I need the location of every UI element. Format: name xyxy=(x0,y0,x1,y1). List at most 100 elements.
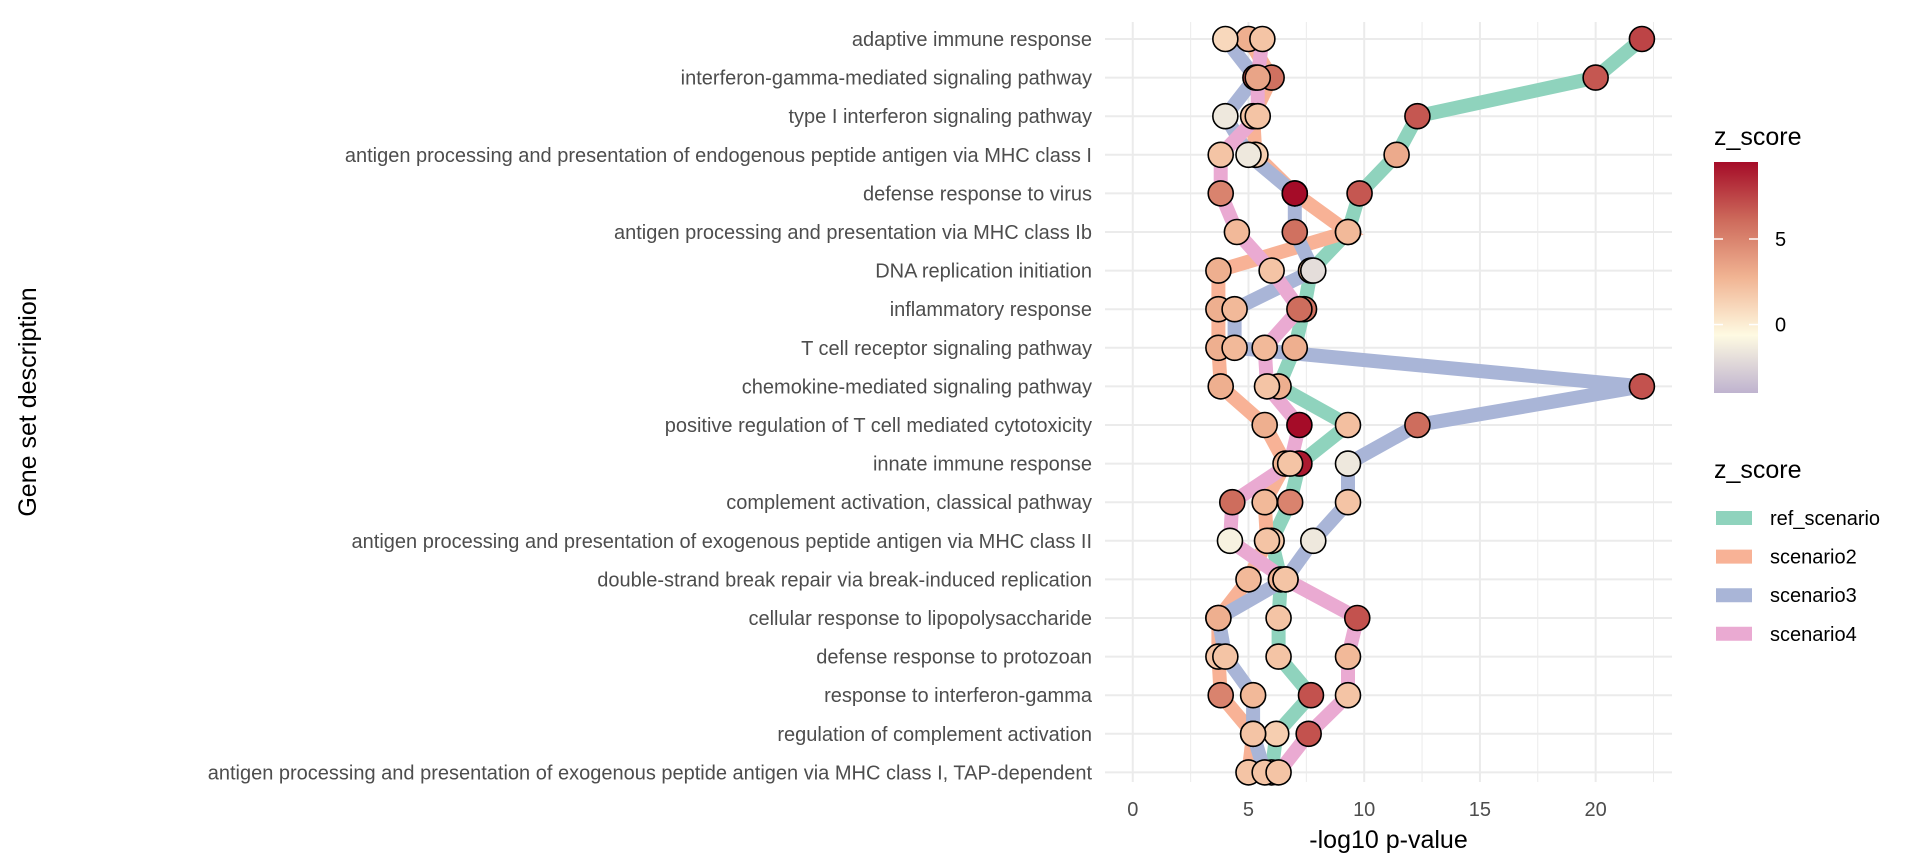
y-tick-label: double-strand break repair via break-ind… xyxy=(597,569,1092,591)
color-legend: z_score 50 xyxy=(1714,123,1802,393)
line-legend: z_score ref_scenario scenario2 scenario3 sc… xyxy=(1714,456,1880,646)
data-point-scenario3 xyxy=(1221,295,1248,323)
data-point-scenario4 xyxy=(1216,527,1244,555)
y-tick-label: innate immune response xyxy=(873,454,1092,476)
data-point-scenario4 xyxy=(1276,450,1304,477)
data-point-scenario4 xyxy=(1286,295,1313,323)
data-point-scenario2 xyxy=(1207,681,1235,709)
legend-label-scenario2: scenario2 xyxy=(1770,547,1857,569)
x-tick-label: 5 xyxy=(1243,799,1254,821)
y-tick-label: regulation of complement activation xyxy=(777,724,1092,746)
y-tick-label: chemokine-mediated signaling pathway xyxy=(742,376,1092,398)
x-axis-title: -log10 p-value xyxy=(1309,826,1467,854)
x-tick-labels: 0 5 10 15 20 xyxy=(1127,799,1607,821)
data-point-ref_scenario xyxy=(1628,25,1656,53)
data-point-ref_scenario xyxy=(1334,411,1362,439)
y-tick-label: defense response to virus xyxy=(863,183,1092,205)
data-point-scenario4 xyxy=(1207,141,1235,169)
data-point-scenario4 xyxy=(1207,180,1235,207)
data-point-ref_scenario xyxy=(1262,720,1290,748)
y-tick-label: cellular response to lipopolysaccharide xyxy=(748,608,1092,630)
legend-label-scenario3: scenario3 xyxy=(1770,585,1857,607)
data-point-ref_scenario xyxy=(1265,604,1292,632)
y-tick-label: antigen processing and presentation of e… xyxy=(208,762,1093,784)
line-legend-items: ref_scenario scenario2 scenario3 scenario4 xyxy=(1716,508,1880,646)
data-point-ref_scenario xyxy=(1404,102,1431,130)
data-point-scenario4 xyxy=(1295,720,1322,748)
data-points xyxy=(1205,25,1656,786)
data-point-scenario4 xyxy=(1249,25,1276,53)
y-tick-label: antigen processing and presentation of e… xyxy=(352,531,1092,553)
legend-label-scenario4: scenario4 xyxy=(1770,624,1857,646)
data-point-scenario3 xyxy=(1299,257,1327,284)
y-axis-title: Gene set description xyxy=(14,287,42,516)
color-legend-title: z_score xyxy=(1714,123,1802,151)
legend-label-ref_scenario: ref_scenario xyxy=(1770,508,1880,530)
data-point-scenario4 xyxy=(1251,334,1278,362)
y-tick-label: adaptive immune response xyxy=(852,29,1092,51)
data-point-scenario3 xyxy=(1334,450,1362,477)
data-point-scenario3 xyxy=(1205,604,1232,632)
y-tick-label: response to interferon-gamma xyxy=(824,685,1093,707)
data-point-scenario4 xyxy=(1334,643,1362,670)
data-point-ref_scenario xyxy=(1582,64,1609,91)
data-point-scenario2 xyxy=(1334,218,1362,246)
data-point-ref_scenario xyxy=(1346,180,1373,207)
data-point-ref_scenario xyxy=(1265,643,1292,670)
data-point-scenario3 xyxy=(1239,720,1267,748)
x-tick-label: 20 xyxy=(1585,799,1607,821)
data-point-ref_scenario xyxy=(1276,488,1304,516)
y-tick-label: complement activation, classical pathway xyxy=(726,492,1092,514)
data-point-scenario4 xyxy=(1258,257,1285,284)
y-tick-labels: adaptive immune response interferon-gamma… xyxy=(208,29,1093,784)
data-point-scenario3 xyxy=(1334,488,1362,516)
data-point-ref_scenario xyxy=(1297,681,1325,709)
data-point-scenario4 xyxy=(1343,604,1371,632)
data-point-scenario3 xyxy=(1212,25,1239,53)
data-point-scenario3 xyxy=(1628,373,1656,400)
data-point-scenario4 xyxy=(1334,681,1362,709)
x-tick-label: 15 xyxy=(1469,799,1491,821)
color-legend-label: 5 xyxy=(1775,229,1786,251)
data-point-scenario3 xyxy=(1281,180,1309,207)
data-point-scenario4 xyxy=(1223,218,1251,246)
y-tick-label: interferon-gamma-mediated signaling path… xyxy=(681,68,1092,90)
data-point-scenario3 xyxy=(1235,141,1262,169)
data-point-scenario4 xyxy=(1218,488,1246,516)
color-legend-gradient xyxy=(1714,162,1758,393)
data-point-scenario2 xyxy=(1207,373,1235,400)
data-point-scenario2 xyxy=(1251,411,1278,439)
data-point-scenario4 xyxy=(1253,373,1281,400)
color-legend-label: 0 xyxy=(1775,315,1786,337)
y-tick-label: positive regulation of T cell mediated c… xyxy=(665,415,1092,437)
series-line-ref_scenario xyxy=(1264,33,1647,774)
data-point-ref_scenario xyxy=(1383,141,1410,169)
data-point-scenario2 xyxy=(1251,488,1278,516)
data-point-scenario4 xyxy=(1265,759,1292,786)
y-tick-label: DNA replication initiation xyxy=(875,261,1092,283)
data-point-scenario3 xyxy=(1404,411,1431,439)
data-point-scenario3 xyxy=(1239,681,1267,709)
data-point-scenario3 xyxy=(1212,102,1239,130)
y-tick-label: defense response to protozoan xyxy=(816,647,1092,669)
color-legend-ticks: 50 xyxy=(1714,229,1786,337)
data-point-scenario3 xyxy=(1281,218,1309,246)
data-point-ref_scenario xyxy=(1281,334,1309,362)
data-point-scenario4 xyxy=(1272,566,1299,593)
x-tick-label: 0 xyxy=(1127,799,1138,821)
data-point-scenario3 xyxy=(1299,527,1327,555)
y-tick-label: antigen processing and presentation via … xyxy=(614,222,1092,244)
line-legend-title: z_score xyxy=(1714,456,1802,484)
data-point-scenario4 xyxy=(1244,64,1272,91)
data-point-scenario2 xyxy=(1253,527,1281,555)
data-point-scenario3 xyxy=(1212,643,1239,670)
y-tick-label: antigen processing and presentation of e… xyxy=(345,145,1092,167)
data-point-scenario2 xyxy=(1205,257,1232,284)
data-point-scenario4 xyxy=(1286,411,1313,439)
data-point-scenario4 xyxy=(1244,102,1272,130)
y-tick-label: T cell receptor signaling pathway xyxy=(801,338,1092,360)
x-tick-label: 10 xyxy=(1353,799,1375,821)
y-tick-label: inflammatory response xyxy=(890,299,1092,321)
